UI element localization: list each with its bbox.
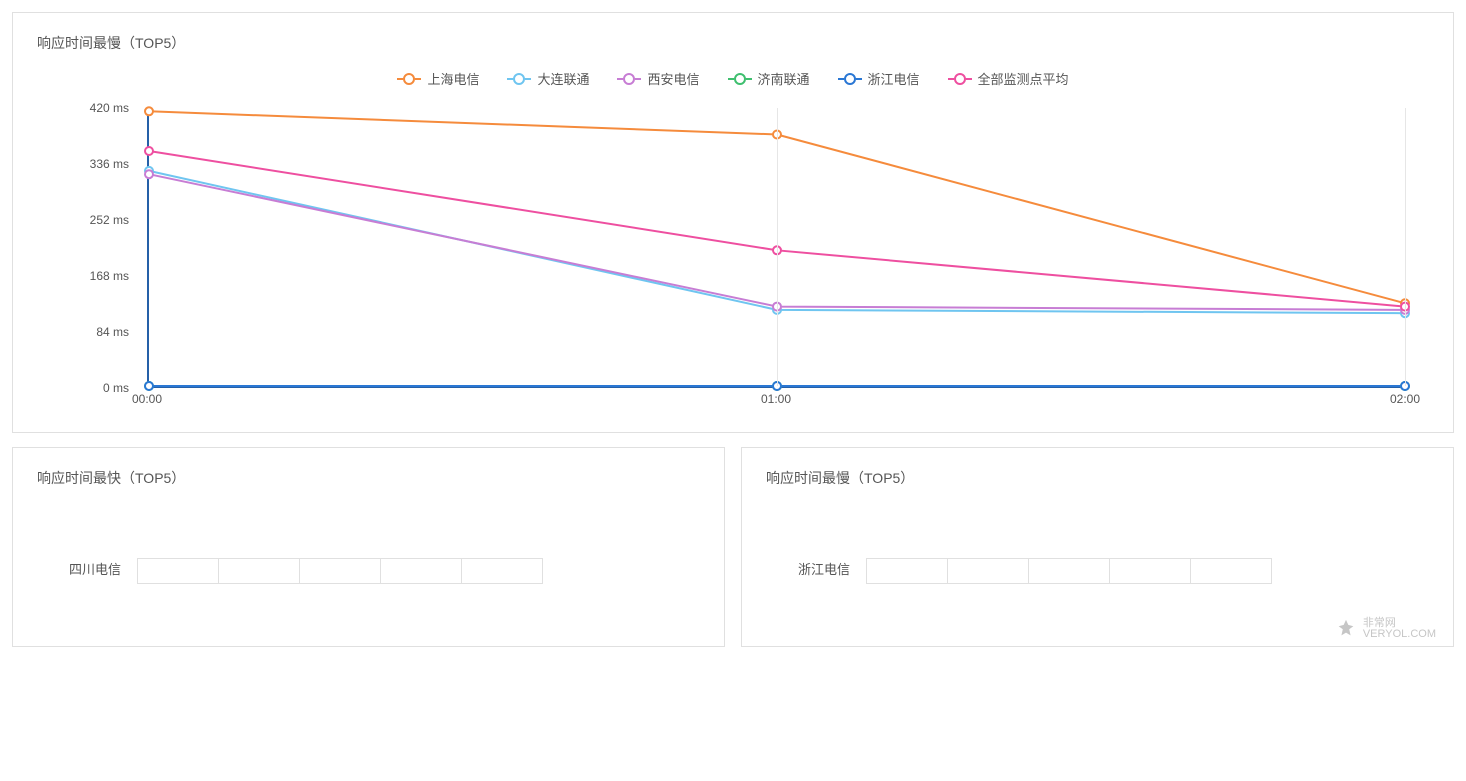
legend-marker-icon: [507, 74, 531, 84]
plot-area: 0 ms84 ms168 ms252 ms336 ms420 ms 00:000…: [37, 108, 1429, 412]
legend-item[interactable]: 大连联通: [507, 69, 589, 88]
legend-marker-icon: [617, 74, 641, 84]
x-axis: 00:0001:0002:00: [147, 388, 1405, 412]
y-tick-label: 168 ms: [37, 269, 137, 283]
legend-marker-icon: [728, 74, 752, 84]
legend-marker-icon: [838, 74, 862, 84]
table-cell: [299, 558, 381, 584]
legend-label: 西安电信: [647, 69, 699, 88]
legend-label: 上海电信: [427, 69, 479, 88]
x-tick-label: 02:00: [1390, 392, 1420, 406]
chart-plot: [147, 108, 1405, 388]
slowest-panel-title: 响应时间最慢（TOP5）: [766, 468, 1429, 488]
fastest-panel-title: 响应时间最快（TOP5）: [37, 468, 700, 488]
table-cell: [1190, 558, 1272, 584]
legend-marker-icon: [397, 74, 421, 84]
y-tick-label: 336 ms: [37, 157, 137, 171]
gridline: [1405, 108, 1406, 386]
legend-item[interactable]: 西安电信: [617, 69, 699, 88]
series-marker[interactable]: [145, 170, 153, 178]
table-cell: [947, 558, 1029, 584]
table-cell: [1028, 558, 1110, 584]
main-chart-panel: 响应时间最慢（TOP5） 上海电信 大连联通 西安电信 济南联通 浙江电信 全部监测点平均…: [12, 12, 1454, 433]
legend-label: 浙江电信: [868, 69, 920, 88]
table-cell: [137, 558, 219, 584]
y-axis: 0 ms84 ms168 ms252 ms336 ms420 ms: [37, 108, 137, 388]
table-cell: [461, 558, 543, 584]
table-cell: [380, 558, 462, 584]
y-tick-label: 84 ms: [37, 325, 137, 339]
y-tick-label: 252 ms: [37, 213, 137, 227]
main-chart-title: 响应时间最慢（TOP5）: [37, 33, 1429, 53]
legend-item[interactable]: 济南联通: [728, 69, 810, 88]
legend-label: 济南联通: [758, 69, 810, 88]
series-marker[interactable]: [145, 147, 153, 155]
legend-label: 全部监测点平均: [978, 69, 1069, 88]
fastest-row: 四川电信: [37, 558, 700, 584]
fastest-panel: 响应时间最快（TOP5） 四川电信: [12, 447, 725, 647]
fastest-row-cells: [137, 558, 543, 584]
page-container: 响应时间最慢（TOP5） 上海电信大连联通西安电信济南联通浙江电信全部监测点平均…: [12, 12, 1454, 647]
row-two: 响应时间最快（TOP5） 四川电信 响应时间最慢（TOP5） 浙江电信: [12, 447, 1454, 647]
slowest-row-cells: [866, 558, 1272, 584]
x-tick-label: 00:00: [132, 392, 162, 406]
legend-marker-icon: [948, 74, 972, 84]
chart-legend: 上海电信 大连联通 西安电信 济南联通 浙江电信 全部监测点平均: [37, 69, 1429, 88]
legend-item[interactable]: 浙江电信: [838, 69, 920, 88]
y-tick-label: 0 ms: [37, 381, 137, 395]
slowest-panel: 响应时间最慢（TOP5） 浙江电信: [741, 447, 1454, 647]
fastest-row-label: 四川电信: [69, 559, 121, 578]
table-cell: [218, 558, 300, 584]
table-cell: [1109, 558, 1191, 584]
legend-item[interactable]: 上海电信: [397, 69, 479, 88]
x-tick-label: 01:00: [761, 392, 791, 406]
legend-label: 大连联通: [537, 69, 589, 88]
table-cell: [866, 558, 948, 584]
legend-item[interactable]: 全部监测点平均: [948, 69, 1069, 88]
series-marker[interactable]: [145, 107, 153, 115]
gridline: [777, 108, 778, 386]
y-tick-label: 420 ms: [37, 101, 137, 115]
slowest-row-label: 浙江电信: [798, 559, 850, 578]
slowest-row: 浙江电信: [766, 558, 1429, 584]
